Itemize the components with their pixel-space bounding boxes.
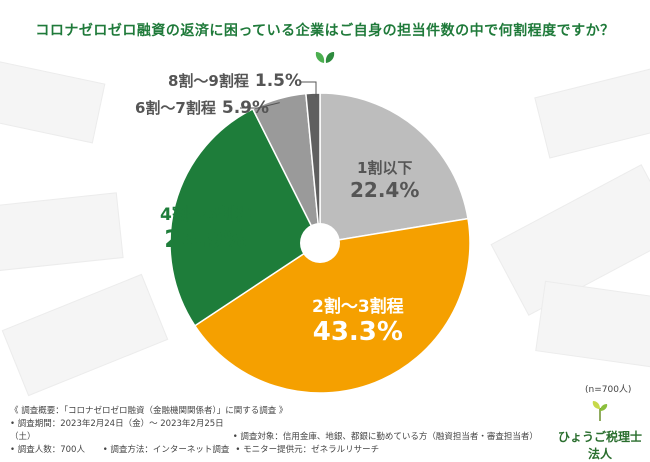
banknote-decoration [490,164,650,316]
notes-period: • 調査期間：2023年2月24日（金）～ 2023年2月25日（土） [10,419,224,442]
pie-chart [169,81,471,394]
donut-hole [300,223,340,263]
slice-label-1wari: 1割以下 22.4% [350,159,420,202]
slice-4-5wari [169,107,321,327]
leader-line-6-7wari [240,102,280,109]
banknote-decoration [0,56,106,144]
notes-provider: • モニター提供元：ゼネラルリサーチ [235,445,380,455]
chart-title: コロナゼロゼロ融資の返済に困っている企業はご自身の担当件数の中で何割程度ですか？ [35,23,615,39]
notes-method: • 調査方法：インターネット調査 [102,445,230,455]
slice-label-2-3wari: 2割～3割程 43.3% [312,297,404,347]
slice-1wari [319,92,469,244]
survey-notes: 《 調査概要：「コロナゼロゼロ融資（金融機関関係者）」に関する調査 》 • 調査… [10,405,538,457]
banknote-decoration [535,280,650,370]
slice-label-8-9wari: 8割～9割程 1.5% [168,71,303,91]
leaf-icon [315,52,335,63]
slice-label-6-7wari: 6割～7割程 5.9% [135,98,270,118]
notes-target: • 調査対象：信用金庫、地銀、都銀に勤めている方（融資担当者・審査担当者） [232,432,538,442]
brand-name: ひょうご税理士法人 [557,430,642,461]
sample-size: (n=700人) [585,385,632,395]
leader-line-8-9wari [300,81,317,98]
banknote-decoration [0,192,124,273]
slice-label-4-5wari: 4割～5割程 26.9% [160,205,252,253]
banknote-decoration [1,273,169,397]
sprout-icon [592,401,608,421]
slice-2-3wari [193,217,471,394]
banknote-background [0,56,650,397]
banknote-decoration [534,63,650,159]
notes-heading: 《 調査概要：「コロナゼロゼロ融資（金融機関関係者）」に関する調査 》 [10,406,288,416]
brand-logo: ひょうご税理士法人 [555,400,645,462]
slice-8-9wari [305,92,321,244]
notes-people: • 調査人数：700人 [10,445,85,455]
